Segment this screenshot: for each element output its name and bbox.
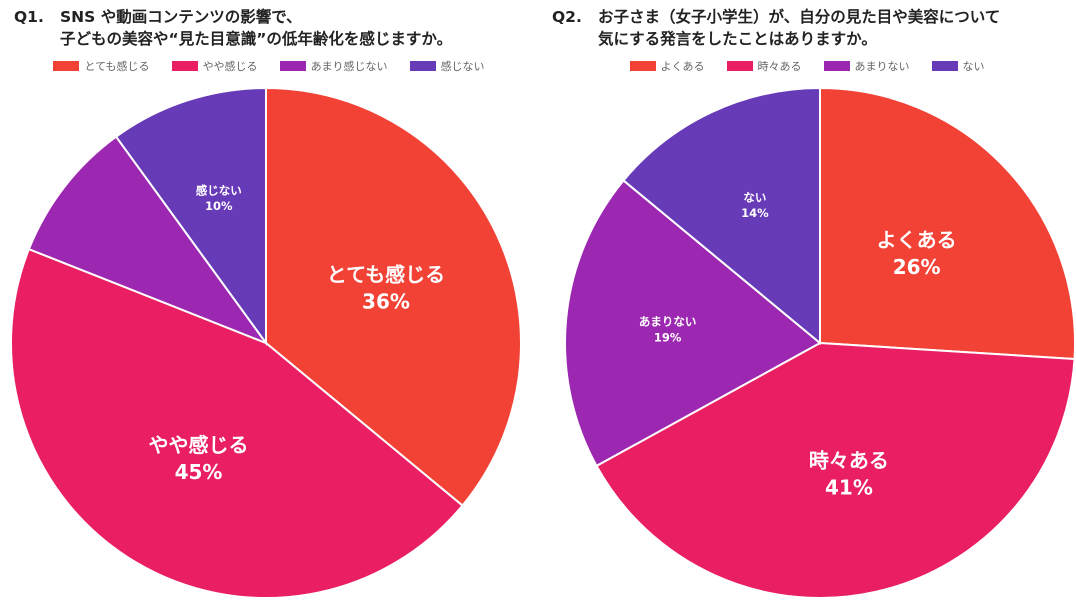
chart-q1: Q1. SNS や動画コンテンツの影響で、 子どもの美容や“見た目意識”の低年齢化… (0, 6, 538, 599)
slice-label: 感じない 10% (196, 184, 242, 214)
legend-item: とても感じる (53, 58, 150, 74)
pie-slice (595, 341, 1076, 599)
pie-slice (819, 86, 1076, 361)
legend-label: やや感じる (202, 60, 258, 73)
slice-category-label: あまりない (639, 315, 697, 329)
slice-percent-label: 14% (741, 206, 769, 220)
legend-label: よくある (660, 60, 705, 73)
legend-label: 感じない (440, 60, 485, 73)
slice-label: やや感じる 45% (149, 433, 249, 484)
slice-category-label: よくある (877, 228, 957, 252)
legend-swatch (931, 61, 958, 71)
question-number: Q1. (14, 8, 44, 26)
slice-percent-label: 19% (654, 330, 682, 344)
title-line-2: 子どもの美容や“見た目意識”の低年齢化を感じますか。 (60, 30, 453, 48)
slice-percent-label: 41% (825, 475, 873, 499)
chart-title: Q1. SNS や動画コンテンツの影響で、 子どもの美容や“見た目意識”の低年齢化… (14, 6, 538, 50)
legend: よくある 時々ある あまりない ない (538, 58, 1076, 74)
slice-percent-label: 10% (205, 199, 233, 213)
question-number: Q2. (552, 8, 582, 26)
legend-item: あまりない (823, 58, 910, 74)
legend-item: ない (931, 58, 985, 74)
slice-label: 時々ある 41% (809, 448, 889, 499)
legend-swatch (823, 61, 850, 71)
legend-label: あまりない (854, 60, 910, 73)
pie-slice (10, 247, 464, 599)
legend-item: よくある (629, 58, 705, 74)
slice-percent-label: 36% (362, 290, 410, 314)
pie-slice (622, 86, 821, 346)
legend-label: ない (962, 60, 985, 73)
slice-percent-label: 45% (175, 460, 223, 484)
slice-category-label: 時々ある (809, 448, 889, 472)
slice-label: あまりない 19% (639, 315, 697, 345)
legend-swatch (726, 61, 753, 71)
title-line-2: 気にする発言をしたことはありますか。 (598, 30, 877, 48)
legend-label: 時々ある (757, 60, 802, 73)
chart-title: Q2. お子さま（女子小学生）が、自分の見た目や美容について 気にする発言をしたこ… (552, 6, 1076, 50)
pie-chart: よくある 26% 時々ある 41% あまりない 19% ない 14% (564, 86, 1076, 599)
legend: とても感じる やや感じる あまり感じない 感じない (0, 58, 538, 74)
legend-label: あまり感じない (310, 60, 388, 73)
legend-item: 時々ある (726, 58, 802, 74)
slice-label: ない 14% (741, 191, 769, 221)
title-line-1: お子さま（女子小学生）が、自分の見た目や美容について (598, 8, 1001, 26)
legend-swatch (53, 61, 80, 71)
legend-swatch (629, 61, 656, 71)
slice-percent-label: 26% (893, 255, 941, 279)
slice-category-label: ない (743, 191, 766, 205)
legend-swatch (171, 61, 198, 71)
legend-swatch (409, 61, 436, 71)
slice-category-label: やや感じる (149, 433, 249, 457)
slice-category-label: 感じない (196, 184, 242, 198)
slice-label: とても感じる 36% (327, 263, 445, 314)
pie-slice (27, 135, 269, 346)
slice-label: よくある 26% (877, 228, 957, 279)
pie-slice (265, 86, 522, 507)
chart-q2: Q2. お子さま（女子小学生）が、自分の見た目や美容について 気にする発言をしたこ… (538, 0, 1076, 600)
pie-slice (114, 86, 267, 347)
pie-chart: とても感じる 36% やや感じる 45% 感じない 10% (10, 86, 522, 599)
title-line-1: SNS や動画コンテンツの影響で、 (60, 8, 302, 26)
legend-item: やや感じる (171, 58, 258, 74)
slice-category-label: とても感じる (327, 263, 445, 287)
legend-item: あまり感じない (279, 58, 388, 74)
pie-slice (564, 179, 822, 468)
legend-swatch (279, 61, 306, 71)
legend-label: とても感じる (84, 60, 150, 73)
legend-item: 感じない (409, 58, 485, 74)
